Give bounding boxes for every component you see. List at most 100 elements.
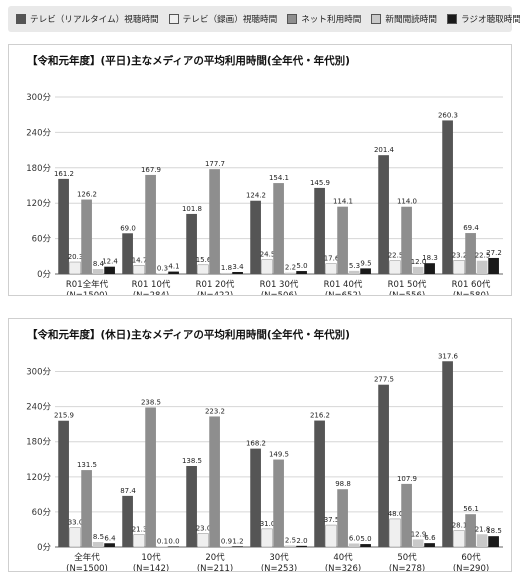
holiday-data-label-tv-recorded: 21.3 [132, 526, 148, 534]
weekday-data-label-tv-realtime: 101.8 [182, 205, 202, 213]
weekday-bar-tv-recorded [389, 260, 401, 275]
holiday-x-tick-label: (N=253) [261, 564, 297, 571]
holiday-bar-radio [296, 545, 307, 547]
weekday-y-tick-label: 180分 [26, 164, 51, 174]
weekday-data-label-newspaper: 12.0 [411, 258, 427, 266]
holiday-bar-internet [465, 514, 476, 547]
weekday-y-tick-label: 0分 [37, 270, 51, 280]
holiday-x-tick-label: 全年代 [74, 552, 100, 563]
holiday-data-label-tv-recorded: 31.0 [260, 520, 276, 528]
weekday-data-label-internet: 167.9 [141, 166, 161, 174]
holiday-bar-internet [81, 470, 92, 547]
holiday-x-tick-label: (N=211) [197, 564, 233, 571]
holiday-x-tick-label: (N=290) [453, 564, 489, 571]
holiday-bar-tv-realtime [186, 465, 197, 547]
weekday-data-label-tv-realtime: 124.2 [246, 192, 266, 200]
holiday-chart-title: 【令和元年度】(休日)主なメディアの平均利用時間(全年代・年代別) [27, 329, 350, 341]
holiday-data-label-radio: 5.0 [360, 535, 371, 543]
holiday-bar-internet [273, 459, 284, 547]
holiday-y-tick-label: 180分 [26, 438, 51, 448]
weekday-x-tick-label: (N=284) [133, 291, 169, 295]
weekday-x-tick-label: R01 40代 [324, 279, 363, 290]
holiday-bar-tv-recorded [325, 524, 337, 548]
holiday-data-label-newspaper: 6.0 [349, 534, 360, 542]
holiday-x-tick-label: (N=326) [325, 564, 361, 571]
weekday-bar-tv-realtime [122, 233, 133, 274]
weekday-data-label-internet: 177.7 [205, 160, 225, 168]
holiday-y-tick-label: 60分 [32, 508, 52, 518]
holiday-bar-radio [168, 546, 179, 547]
legend-item-radio: ラジオ聴取時間 [446, 13, 520, 25]
weekday-data-label-tv-realtime: 145.9 [310, 179, 330, 187]
weekday-bar-newspaper [220, 272, 232, 274]
holiday-bar-tv-realtime [122, 495, 133, 547]
legend-swatch-tv-realtime [16, 14, 26, 24]
weekday-bar-tv-realtime [314, 187, 325, 274]
weekday-bar-newspaper [412, 266, 424, 274]
weekday-data-label-tv-recorded: 17.6 [324, 255, 340, 263]
holiday-bar-radio [424, 543, 435, 547]
holiday-bar-newspaper [92, 542, 104, 547]
weekday-data-label-internet: 114.1 [333, 198, 353, 206]
holiday-data-label-newspaper: 8.5 [93, 533, 104, 541]
holiday-bar-tv-recorded [69, 527, 81, 548]
holiday-data-label-tv-recorded: 37.5 [324, 516, 340, 524]
weekday-bar-internet [145, 174, 156, 274]
weekday-data-label-radio: 4.1 [168, 263, 179, 271]
holiday-bar-newspaper [348, 543, 360, 547]
holiday-y-tick-label: 300分 [26, 368, 51, 378]
weekday-chart-svg: 0分60分120分180分240分300分161.220.3126.28.412… [26, 93, 503, 295]
legend-swatch-newspaper [371, 14, 382, 24]
weekday-y-tick-label: 120分 [26, 199, 51, 209]
legend-swatch-internet [287, 14, 298, 24]
weekday-data-label-internet: 126.2 [77, 191, 97, 199]
weekday-x-tick-label: R01 30代 [260, 279, 299, 290]
holiday-bar-internet [209, 416, 220, 547]
holiday-data-label-internet: 56.1 [463, 505, 479, 513]
weekday-y-tick-label: 300分 [26, 93, 51, 103]
weekday-bar-radio [232, 271, 243, 274]
weekday-bar-radio [104, 266, 115, 274]
weekday-bar-newspaper [156, 273, 168, 274]
legend-label-newspaper: 新聞閲読時間 [385, 15, 437, 25]
weekday-x-tick-label: (N=580) [453, 291, 489, 295]
holiday-x-tick-label: (N=278) [389, 564, 425, 571]
weekday-x-tick-label: (N=1500) [66, 291, 108, 295]
holiday-x-tick-label: 50代 [397, 552, 417, 563]
holiday-bar-tv-realtime [314, 420, 325, 547]
holiday-bar-newspaper [284, 545, 296, 547]
weekday-data-label-tv-recorded: 20.3 [68, 253, 84, 261]
weekday-bar-newspaper [92, 269, 104, 274]
weekday-data-label-radio: 5.0 [296, 262, 307, 270]
weekday-data-label-internet: 154.1 [269, 174, 289, 182]
holiday-y-tick-label: 120分 [26, 473, 51, 483]
weekday-bar-radio [424, 263, 435, 274]
holiday-bar-newspaper [476, 534, 488, 547]
holiday-bar-tv-realtime [250, 448, 261, 547]
legend-label-tv-realtime: テレビ（リアルタイム）視聴時間 [30, 15, 159, 25]
weekday-x-tick-label: R01 60代 [452, 279, 491, 290]
legend-swatch-tv-recorded [168, 14, 179, 24]
holiday-data-label-newspaper: 0.9 [221, 537, 232, 545]
weekday-bar-tv-realtime [58, 178, 69, 274]
weekday-bar-internet [465, 233, 476, 274]
holiday-data-label-tv-realtime: 138.5 [182, 457, 202, 465]
holiday-data-label-newspaper: 21.8 [475, 525, 491, 533]
weekday-data-label-tv-realtime: 260.3 [438, 111, 458, 119]
holiday-bar-radio [488, 536, 499, 547]
legend-label-radio: ラジオ聴取時間 [460, 15, 520, 25]
legend-item-newspaper: 新聞閲読時間 [371, 13, 437, 25]
weekday-data-label-tv-recorded: 14.7 [132, 256, 148, 264]
holiday-data-label-internet: 223.2 [205, 407, 225, 415]
holiday-data-label-tv-realtime: 87.4 [120, 487, 136, 495]
weekday-y-tick-label: 240分 [26, 128, 51, 138]
holiday-bar-tv-realtime [58, 420, 69, 547]
weekday-bar-internet [337, 206, 348, 274]
weekday-chart-title: 【令和元年度】(平日)主なメディアの平均利用時間(全年代・年代別) [27, 55, 350, 67]
weekday-data-label-tv-recorded: 15.6 [196, 256, 212, 264]
holiday-data-label-radio: 18.5 [486, 527, 502, 535]
weekday-bar-tv-realtime [250, 200, 261, 274]
weekday-data-label-internet: 114.0 [397, 198, 417, 206]
holiday-data-label-newspaper: 0.1 [157, 537, 168, 545]
